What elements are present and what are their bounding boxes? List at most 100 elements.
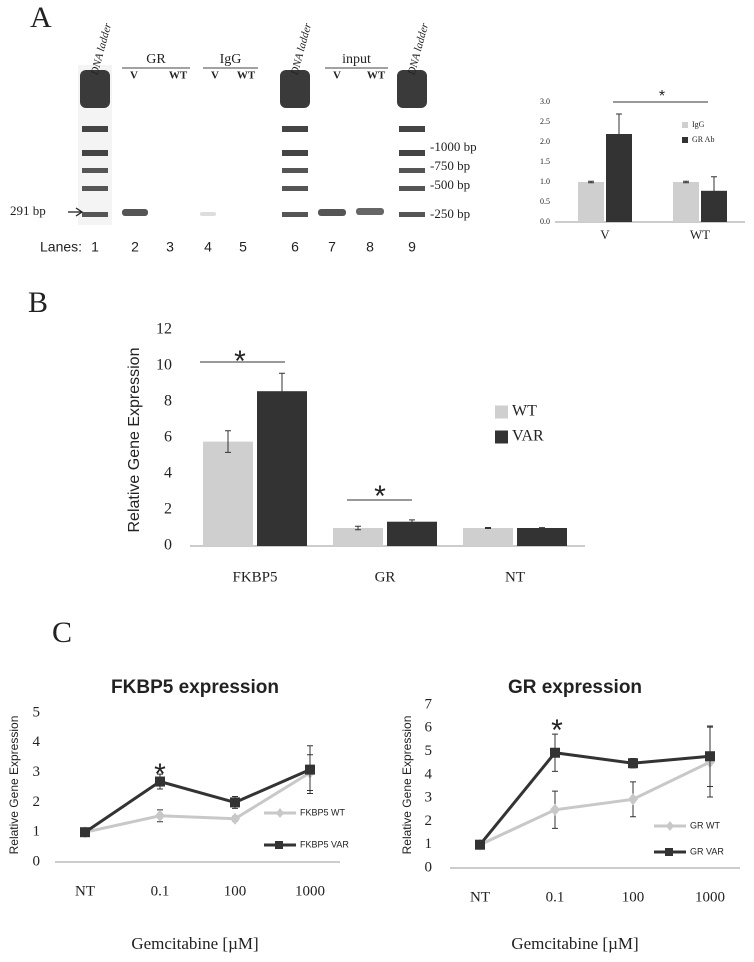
error-bar — [409, 519, 415, 524]
legend-marker — [275, 841, 283, 849]
error-bar — [539, 527, 545, 529]
ladder-band — [82, 126, 108, 132]
size-label: -250 bp — [430, 206, 470, 221]
ladder-band — [282, 186, 308, 191]
x-tick-label: 1000 — [695, 889, 725, 905]
annotation: * — [234, 345, 246, 378]
point — [628, 758, 638, 769]
panel-label: B — [28, 286, 48, 319]
y-tick-label: 0.5 — [540, 197, 550, 206]
annotation: * — [551, 714, 563, 747]
x-tick-label: FKBP5 — [232, 569, 277, 585]
ladder-band — [282, 126, 308, 132]
error-bar — [588, 180, 594, 184]
x-tick-label: 0.1 — [546, 889, 565, 905]
x-tick-label: 1000 — [295, 883, 325, 899]
ladder-band — [399, 168, 425, 173]
x-axis-label: Gemcitabine [µM] — [131, 934, 258, 953]
point — [550, 803, 560, 816]
chart-title: FKBP5 expression — [111, 677, 279, 698]
y-tick-label: 0 — [33, 853, 41, 869]
x-tick-label: 100 — [224, 883, 247, 899]
x-tick-label: NT — [75, 883, 95, 899]
legend-label: FKBP5 VAR — [300, 839, 349, 849]
point — [155, 809, 165, 822]
lane-number: 8 — [366, 239, 374, 255]
ladder-band — [82, 186, 108, 191]
bar — [463, 528, 513, 546]
legend-label: GR Ab — [692, 135, 714, 144]
series-line — [84, 768, 311, 834]
error-bar — [711, 176, 717, 206]
y-tick-label: 1.5 — [540, 157, 550, 166]
y-tick-label: 10 — [156, 357, 172, 374]
annotation: * — [154, 758, 166, 791]
sample-band — [356, 208, 384, 215]
y-tick-label: 2.0 — [540, 137, 550, 146]
y-tick-label: 5 — [425, 743, 433, 759]
sub-label: WT — [367, 70, 386, 82]
lane-number: 2 — [131, 239, 139, 255]
x-tick-label: 0.1 — [151, 883, 170, 899]
legend-label: WT — [512, 403, 537, 420]
point — [705, 751, 715, 762]
lane-title: DNA ladder — [405, 21, 431, 77]
legend-marker — [666, 821, 674, 831]
bar — [578, 182, 604, 222]
lane-title: DNA ladder — [288, 21, 314, 77]
y-tick-label: 6 — [164, 429, 172, 446]
panel-label: A — [30, 1, 52, 34]
sub-label: V — [130, 70, 138, 82]
y-tick-label: 1 — [33, 824, 41, 840]
point — [475, 839, 485, 850]
error-bar — [225, 430, 231, 453]
size-label: -750 bp — [430, 158, 470, 173]
lane-number: 3 — [166, 239, 174, 255]
legend-label: GR VAR — [690, 846, 724, 856]
ladder-band — [399, 126, 425, 132]
x-tick-label: 100 — [622, 889, 645, 905]
ladder-band — [282, 150, 308, 156]
lane-number: 9 — [408, 239, 416, 255]
y-tick-label: 0 — [425, 859, 433, 875]
series-line — [84, 771, 311, 834]
sample-band — [200, 212, 216, 216]
point — [230, 797, 240, 808]
ladder-band — [82, 150, 108, 156]
y-tick-label: 2 — [164, 501, 172, 518]
point — [550, 747, 560, 758]
y-tick-label: 1.0 — [540, 177, 550, 186]
bar — [387, 521, 437, 546]
lane-number: 6 — [291, 239, 299, 255]
x-tick-label: NT — [470, 889, 490, 905]
bar — [517, 528, 567, 546]
legend-swatch — [682, 122, 688, 128]
error-bar — [355, 525, 361, 531]
error-bar — [683, 180, 689, 184]
point — [155, 776, 165, 787]
bar — [673, 182, 699, 222]
ladder-band — [399, 186, 425, 191]
y-tick-label: 1 — [425, 836, 433, 852]
error-bar — [279, 372, 285, 410]
y-tick-label: 4 — [33, 734, 41, 750]
point — [230, 812, 240, 825]
y-axis-label: Relative Gene Expression — [126, 348, 143, 533]
point — [305, 764, 315, 775]
legend-label: VAR — [512, 428, 544, 445]
y-tick-label: 3.0 — [540, 97, 550, 106]
ladder-band — [282, 212, 308, 217]
y-tick-label: 8 — [164, 393, 172, 410]
chart-title: GR expression — [508, 677, 642, 698]
sub-label: V — [333, 70, 341, 82]
lanes-label: Lanes: — [40, 239, 82, 255]
y-tick-label: 5 — [33, 704, 41, 720]
legend-swatch — [495, 405, 508, 419]
size-label: -1000 bp — [430, 139, 477, 154]
x-tick-label: WT — [690, 227, 710, 242]
y-tick-label: 3 — [425, 790, 433, 806]
y-tick-label: 2 — [33, 794, 41, 810]
lane-number: 7 — [328, 239, 336, 255]
x-axis-label: Gemcitabine [µM] — [511, 934, 638, 953]
sub-label: V — [211, 70, 219, 82]
